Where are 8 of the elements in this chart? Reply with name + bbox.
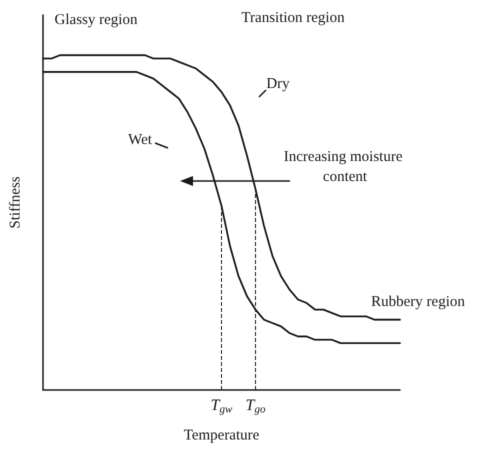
annotation: Increasing moisture content [284,149,406,185]
annotation: Rubbery region [371,294,466,310]
text: Glassy region [54,12,138,28]
y-axis-title: Stiffness [8,176,24,229]
text: Transition region [241,10,346,26]
legend-label: Dry [266,76,290,92]
text: Wet [128,132,153,148]
x-axis-title: Temperature [184,428,260,444]
